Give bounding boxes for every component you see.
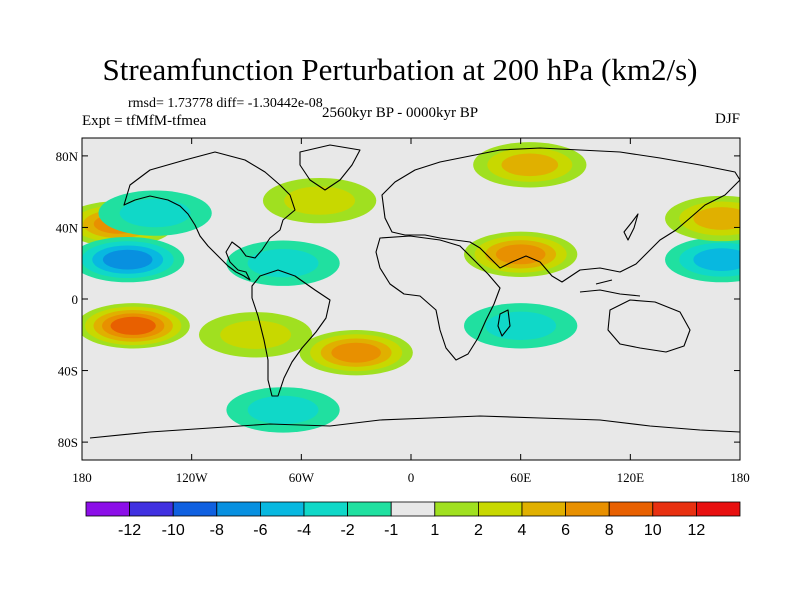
feature-neg-w-pacific bbox=[665, 236, 740, 283]
coastlines bbox=[89, 144, 740, 439]
colorbar-label: 10 bbox=[644, 522, 662, 539]
feature-neg-caribbean bbox=[226, 240, 340, 286]
contour-level bbox=[220, 320, 292, 349]
feature-pos-s-atlantic bbox=[299, 330, 413, 376]
colorbar: -12 -10 -8 -6 -4 -2 -1 1 2 4 6 8 10 12 bbox=[85, 501, 741, 539]
colorbar-swatch bbox=[216, 501, 261, 517]
coast-indonesia bbox=[579, 279, 641, 297]
contour-level bbox=[331, 342, 381, 363]
map-background bbox=[82, 138, 740, 460]
colorbar-label: 1 bbox=[430, 522, 439, 539]
colorbar-label: -8 bbox=[210, 522, 224, 539]
axes: 180 120W 60W 0 60E 120E 180 80N 40N 0 40S 80S bbox=[56, 138, 750, 485]
colorbar-label: -6 bbox=[253, 522, 267, 539]
contour-level bbox=[284, 186, 356, 215]
feature-pos-arctic-siberia bbox=[473, 142, 587, 188]
y-tick-label: 80N bbox=[56, 149, 79, 164]
contour-level bbox=[247, 395, 319, 425]
colorbar-swatch bbox=[85, 501, 130, 517]
coast-madagascar bbox=[497, 309, 511, 337]
colorbar-swatch bbox=[696, 501, 741, 517]
feature-neg-indian-ocean bbox=[464, 303, 578, 349]
contour-level bbox=[119, 198, 191, 228]
colorbar-swatch bbox=[652, 501, 697, 517]
x-tick-label: 60E bbox=[510, 470, 531, 485]
colorbar-swatch bbox=[259, 501, 305, 517]
colorbar-swatch bbox=[608, 501, 654, 517]
colorbar-label: 12 bbox=[688, 522, 706, 539]
feature-pos-nw-pacific bbox=[665, 195, 740, 242]
coast-north-america bbox=[123, 151, 296, 281]
colorbar-label: 4 bbox=[518, 522, 527, 539]
coast-eurasia bbox=[381, 147, 740, 283]
x-tick-label: 0 bbox=[408, 470, 415, 485]
colorbar-swatch bbox=[434, 501, 479, 517]
feature-neg-e-pacific bbox=[82, 236, 185, 283]
contour-level bbox=[102, 249, 153, 270]
feature-neg-southern-ocean bbox=[226, 387, 340, 433]
contour-level bbox=[501, 153, 559, 177]
colorbar-label: -1 bbox=[384, 522, 398, 539]
colorbar-swatch bbox=[172, 501, 218, 517]
coast-australia bbox=[607, 299, 691, 353]
colorbar-label: -4 bbox=[297, 522, 311, 539]
colorbar-swatch bbox=[390, 501, 436, 517]
colorbar-swatch bbox=[565, 501, 610, 517]
contour-level bbox=[247, 249, 319, 278]
feature-pos-s-pacific bbox=[82, 303, 190, 349]
contour-level bbox=[485, 311, 557, 340]
colorbar-label: -12 bbox=[118, 522, 141, 539]
colorbar-label: 2 bbox=[474, 522, 483, 539]
x-tick-label: 120W bbox=[176, 470, 209, 485]
x-tick-label: 60W bbox=[289, 470, 315, 485]
y-tick-label: 40N bbox=[56, 220, 79, 235]
contour-level bbox=[110, 316, 156, 335]
chart-title: Streamfunction Perturbation at 200 hPa (… bbox=[102, 52, 698, 87]
colorbar-swatch bbox=[347, 501, 392, 517]
coast-greenland bbox=[299, 144, 361, 191]
coast-africa bbox=[375, 235, 501, 361]
feature-pos-asia-belt bbox=[464, 231, 578, 277]
feature-neg-ne-pacific bbox=[98, 190, 212, 236]
colorbar-label: 6 bbox=[561, 522, 570, 539]
contour-level bbox=[693, 248, 740, 271]
period-line: 2560kyr BP - 0000kyr BP bbox=[322, 105, 479, 121]
feature-pos-s-atlantic-west bbox=[198, 312, 313, 358]
x-tick-label: 180 bbox=[72, 470, 92, 485]
contour-level bbox=[693, 207, 740, 230]
contour-fields bbox=[82, 142, 740, 433]
colorbar-label: -2 bbox=[340, 522, 354, 539]
y-tick-label: 80S bbox=[58, 435, 78, 450]
stats-line: rmsd= 1.73778 diff= -1.30442e-08 bbox=[128, 96, 323, 111]
y-tick-label: 40S bbox=[58, 364, 78, 379]
colorbar-swatch bbox=[303, 501, 348, 517]
colorbar-label: -10 bbox=[162, 522, 185, 539]
colorbar-swatch bbox=[521, 501, 566, 517]
x-tick-label: 180 bbox=[730, 470, 750, 485]
x-tick-label: 120E bbox=[617, 470, 645, 485]
feature-pos-n-atlantic bbox=[262, 177, 377, 224]
colorbar-label: 8 bbox=[605, 522, 614, 539]
season-label: DJF bbox=[714, 111, 740, 127]
colorbar-swatch bbox=[129, 501, 174, 517]
colorbar-swatch bbox=[477, 501, 523, 517]
coast-south-america bbox=[251, 269, 331, 397]
experiment-line: Expt = tfMfM-tfmea bbox=[82, 113, 207, 129]
coast-japan bbox=[623, 213, 639, 241]
coast-antarctica bbox=[89, 415, 740, 439]
y-tick-label: 0 bbox=[72, 292, 79, 307]
